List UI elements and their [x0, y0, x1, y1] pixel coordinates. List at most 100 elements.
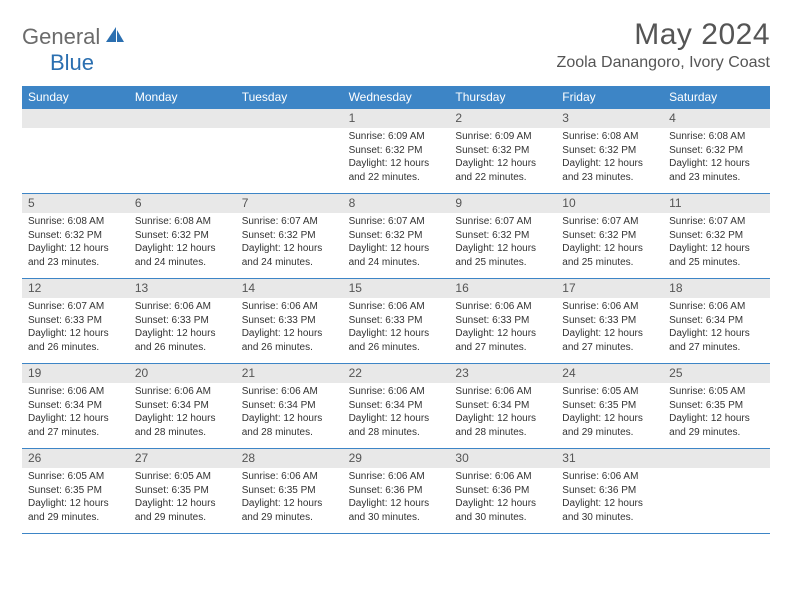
calendar: Sunday Monday Tuesday Wednesday Thursday… [22, 86, 770, 534]
day-cell: 16Sunrise: 6:06 AMSunset: 6:33 PMDayligh… [449, 279, 556, 363]
daylight-line: Daylight: 12 hours and 29 minutes. [669, 412, 764, 439]
day-number [129, 109, 236, 128]
daylight-line: Daylight: 12 hours and 24 minutes. [135, 242, 230, 269]
day-body: Sunrise: 6:06 AMSunset: 6:33 PMDaylight:… [129, 298, 236, 358]
sunset-line: Sunset: 6:34 PM [455, 399, 550, 413]
sunset-line: Sunset: 6:33 PM [242, 314, 337, 328]
page-root: General May 2024 Zoola Danangoro, Ivory … [0, 0, 792, 534]
sunrise-line: Sunrise: 6:06 AM [562, 470, 657, 484]
day-cell: 5Sunrise: 6:08 AMSunset: 6:32 PMDaylight… [22, 194, 129, 278]
sunset-line: Sunset: 6:34 PM [669, 314, 764, 328]
day-body: Sunrise: 6:05 AMSunset: 6:35 PMDaylight:… [22, 468, 129, 528]
day-body: Sunrise: 6:06 AMSunset: 6:36 PMDaylight:… [556, 468, 663, 528]
sunset-line: Sunset: 6:34 PM [135, 399, 230, 413]
day-body: Sunrise: 6:06 AMSunset: 6:34 PMDaylight:… [343, 383, 450, 443]
sunrise-line: Sunrise: 6:06 AM [135, 300, 230, 314]
day-cell: 14Sunrise: 6:06 AMSunset: 6:33 PMDayligh… [236, 279, 343, 363]
sunrise-line: Sunrise: 6:06 AM [135, 385, 230, 399]
day-number: 1 [343, 109, 450, 128]
brand-sail-icon [104, 25, 126, 50]
day-body: Sunrise: 6:05 AMSunset: 6:35 PMDaylight:… [556, 383, 663, 443]
week-row: 1Sunrise: 6:09 AMSunset: 6:32 PMDaylight… [22, 109, 770, 194]
sunrise-line: Sunrise: 6:08 AM [562, 130, 657, 144]
sunrise-line: Sunrise: 6:08 AM [28, 215, 123, 229]
daylight-line: Daylight: 12 hours and 28 minutes. [349, 412, 444, 439]
day-cell: 27Sunrise: 6:05 AMSunset: 6:35 PMDayligh… [129, 449, 236, 533]
day-number: 8 [343, 194, 450, 213]
day-cell: 23Sunrise: 6:06 AMSunset: 6:34 PMDayligh… [449, 364, 556, 448]
sunset-line: Sunset: 6:34 PM [28, 399, 123, 413]
sunset-line: Sunset: 6:33 PM [455, 314, 550, 328]
day-number: 5 [22, 194, 129, 213]
day-cell: 18Sunrise: 6:06 AMSunset: 6:34 PMDayligh… [663, 279, 770, 363]
day-number: 12 [22, 279, 129, 298]
day-cell [22, 109, 129, 193]
day-body: Sunrise: 6:06 AMSunset: 6:34 PMDaylight:… [449, 383, 556, 443]
sunset-line: Sunset: 6:32 PM [135, 229, 230, 243]
sunrise-line: Sunrise: 6:07 AM [349, 215, 444, 229]
day-number: 19 [22, 364, 129, 383]
daylight-line: Daylight: 12 hours and 26 minutes. [28, 327, 123, 354]
day-number: 30 [449, 449, 556, 468]
daylight-line: Daylight: 12 hours and 28 minutes. [135, 412, 230, 439]
daylight-line: Daylight: 12 hours and 28 minutes. [455, 412, 550, 439]
weeks-container: 1Sunrise: 6:09 AMSunset: 6:32 PMDaylight… [22, 109, 770, 534]
day-number: 13 [129, 279, 236, 298]
sunrise-line: Sunrise: 6:06 AM [242, 300, 337, 314]
day-body: Sunrise: 6:06 AMSunset: 6:33 PMDaylight:… [343, 298, 450, 358]
day-number: 7 [236, 194, 343, 213]
day-number: 9 [449, 194, 556, 213]
sunset-line: Sunset: 6:35 PM [135, 484, 230, 498]
day-body: Sunrise: 6:09 AMSunset: 6:32 PMDaylight:… [449, 128, 556, 188]
sunrise-line: Sunrise: 6:05 AM [669, 385, 764, 399]
day-cell: 31Sunrise: 6:06 AMSunset: 6:36 PMDayligh… [556, 449, 663, 533]
day-number: 3 [556, 109, 663, 128]
sunset-line: Sunset: 6:35 PM [562, 399, 657, 413]
day-number: 18 [663, 279, 770, 298]
day-cell: 28Sunrise: 6:06 AMSunset: 6:35 PMDayligh… [236, 449, 343, 533]
day-number: 27 [129, 449, 236, 468]
sunset-line: Sunset: 6:34 PM [349, 399, 444, 413]
sunrise-line: Sunrise: 6:06 AM [349, 470, 444, 484]
day-body: Sunrise: 6:06 AMSunset: 6:33 PMDaylight:… [236, 298, 343, 358]
day-body: Sunrise: 6:09 AMSunset: 6:32 PMDaylight:… [343, 128, 450, 188]
day-cell: 20 Sunrise: 6:06 AMSunset: 6:34 PMDayligh… [129, 364, 236, 448]
weekday-thursday: Thursday [449, 86, 556, 109]
day-number [236, 109, 343, 128]
day-number: 21 [236, 364, 343, 383]
week-row: 19Sunrise: 6:06 AMSunset: 6:34 PMDayligh… [22, 364, 770, 449]
brand-logo: General [22, 24, 128, 50]
sunset-line: Sunset: 6:33 PM [562, 314, 657, 328]
day-cell: 12Sunrise: 6:07 AMSunset: 6:33 PMDayligh… [22, 279, 129, 363]
daylight-line: Daylight: 12 hours and 23 minutes. [28, 242, 123, 269]
weekday-tuesday: Tuesday [236, 86, 343, 109]
sunrise-line: Sunrise: 6:05 AM [28, 470, 123, 484]
day-cell: 9Sunrise: 6:07 AMSunset: 6:32 PMDaylight… [449, 194, 556, 278]
daylight-line: Daylight: 12 hours and 26 minutes. [135, 327, 230, 354]
day-body: Sunrise: 6:07 AMSunset: 6:32 PMDaylight:… [449, 213, 556, 273]
daylight-line: Daylight: 12 hours and 29 minutes. [28, 497, 123, 524]
day-body: Sunrise: 6:08 AMSunset: 6:32 PMDaylight:… [663, 128, 770, 188]
daylight-line: Daylight: 12 hours and 29 minutes. [135, 497, 230, 524]
day-body: Sunrise: 6:07 AMSunset: 6:33 PMDaylight:… [22, 298, 129, 358]
daylight-line: Daylight: 12 hours and 25 minutes. [669, 242, 764, 269]
day-cell: 17Sunrise: 6:06 AMSunset: 6:33 PMDayligh… [556, 279, 663, 363]
day-body: Sunrise: 6:06 AMSunset: 6:36 PMDaylight:… [343, 468, 450, 528]
day-number: 31 [556, 449, 663, 468]
daylight-line: Daylight: 12 hours and 27 minutes. [669, 327, 764, 354]
day-cell: 26Sunrise: 6:05 AMSunset: 6:35 PMDayligh… [22, 449, 129, 533]
sunset-line: Sunset: 6:32 PM [669, 229, 764, 243]
sunrise-line: Sunrise: 6:06 AM [242, 470, 337, 484]
day-body: Sunrise: 6:06 AMSunset: 6:36 PMDaylight:… [449, 468, 556, 528]
daylight-line: Daylight: 12 hours and 25 minutes. [455, 242, 550, 269]
weekday-sunday: Sunday [22, 86, 129, 109]
daylight-line: Daylight: 12 hours and 25 minutes. [562, 242, 657, 269]
sunset-line: Sunset: 6:36 PM [562, 484, 657, 498]
daylight-line: Daylight: 12 hours and 22 minutes. [455, 157, 550, 184]
daylight-line: Daylight: 12 hours and 27 minutes. [455, 327, 550, 354]
brand-part1: General [22, 24, 100, 50]
day-number: 20 [129, 364, 236, 383]
sunrise-line: Sunrise: 6:06 AM [349, 300, 444, 314]
day-cell: 30Sunrise: 6:06 AMSunset: 6:36 PMDayligh… [449, 449, 556, 533]
day-body: Sunrise: 6:06 AMSunset: 6:33 PMDaylight:… [556, 298, 663, 358]
